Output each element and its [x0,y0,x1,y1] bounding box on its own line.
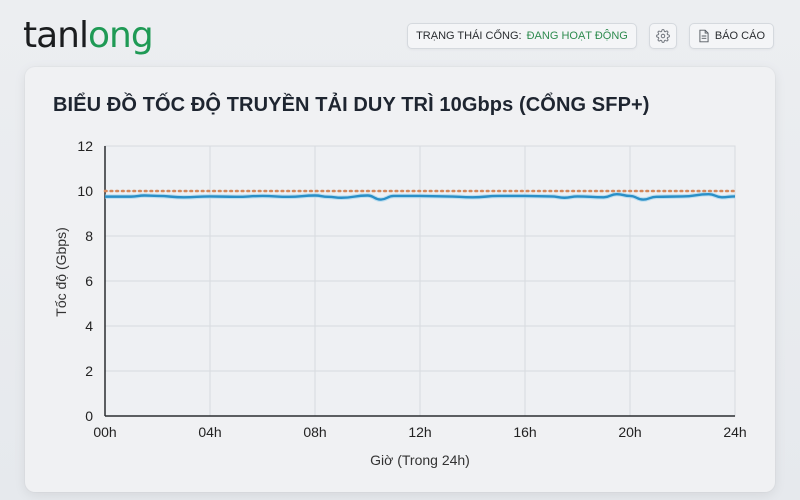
gear-icon [656,29,670,43]
x-tick-label: 04h [198,424,221,440]
y-tick-label: 10 [77,183,93,199]
x-tick-label: 24h [723,424,746,440]
port-status-label: TRẠNG THÁI CỔNG: [416,30,522,42]
x-axis-label: Giờ (Trong 24h) [370,452,470,468]
report-button[interactable]: BÁO CÁO [688,23,774,49]
header-actions: TRẠNG THÁI CỔNG: ĐANG HOẠT ĐỘNG BÁO CÁO [407,23,774,49]
port-status-value: ĐANG HOẠT ĐỘNG [526,30,628,42]
port-status-badge: TRẠNG THÁI CỔNG: ĐANG HOẠT ĐỘNG [407,23,637,49]
x-tick-label: 12h [408,424,431,440]
report-button-label: BÁO CÁO [714,30,765,42]
document-icon [699,29,709,43]
chart-grid [104,145,736,417]
x-tick-label: 08h [303,424,326,440]
tanlong-logo: tanlong [23,14,154,58]
x-tick-label: 16h [513,424,536,440]
chart-ticks: 0 2 4 6 8 10 12 00h 04h 08h 12h 16h 20h 24h [77,138,746,440]
logo-text-green: ong [88,15,154,56]
y-tick-label: 12 [77,138,93,154]
y-tick-label: 4 [85,318,93,334]
y-tick-label: 8 [85,228,93,244]
chart-series [103,189,737,202]
y-tick-label: 2 [85,363,93,379]
throughput-line [104,192,736,201]
x-tick-label: 20h [618,424,641,440]
chart-title: BIỂU ĐỒ TỐC ĐỘ TRUYỀN TẢI DUY TRÌ 10Gbps… [53,94,650,116]
logo-text-dark: tanl [23,15,89,56]
y-tick-label: 6 [85,273,93,289]
y-axis-label: Tốc độ (Gbps) [53,227,69,316]
settings-button[interactable] [648,23,677,49]
x-tick-label: 00h [93,424,116,440]
y-tick-label: 0 [85,408,93,424]
